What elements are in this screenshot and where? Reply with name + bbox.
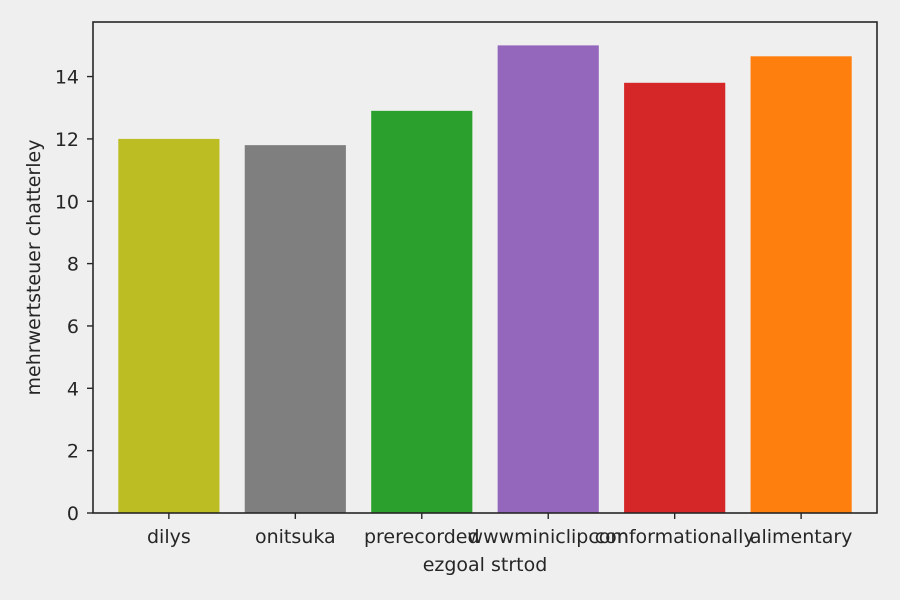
x-tick-label: wwwminiclipcom [468, 526, 629, 548]
bar-dilys [118, 138, 220, 513]
x-axis-ticks: dilys onitsuka prerecordedwwwminiclipcomco… [147, 513, 852, 548]
y-tick-label: 6 [67, 316, 79, 338]
y-tick-label: 2 [67, 441, 79, 463]
y-axis-ticks: 0 2 4 6 8 10 12 14 [55, 67, 93, 525]
y-tick-label: 14 [55, 67, 79, 89]
y-tick-label: 10 [55, 191, 79, 213]
x-tick-label: conformationally [595, 526, 755, 548]
bars-layer [118, 45, 852, 514]
x-tick-label: dilys [147, 526, 191, 548]
bar-wwwminiclipcom [497, 45, 599, 513]
plot-frame [92, 21, 878, 514]
bar-conformationally [624, 82, 726, 514]
bar-alimentary [750, 56, 852, 514]
x-tick-label: prerecorded [364, 526, 480, 548]
y-tick-label: 8 [67, 254, 79, 276]
bar-prerecorded [371, 110, 473, 513]
y-tick-label: 0 [67, 503, 79, 525]
x-tick-label: alimentary [750, 526, 853, 548]
x-tick-label: onitsuka [255, 526, 336, 548]
x-axis-label: ezgoal strtod [423, 554, 548, 576]
y-axis-label: mehrwertsteuer chatterley [23, 140, 45, 396]
y-tick-label: 4 [67, 378, 79, 400]
y-tick-label: 12 [55, 129, 79, 151]
bar-onitsuka [244, 145, 346, 513]
